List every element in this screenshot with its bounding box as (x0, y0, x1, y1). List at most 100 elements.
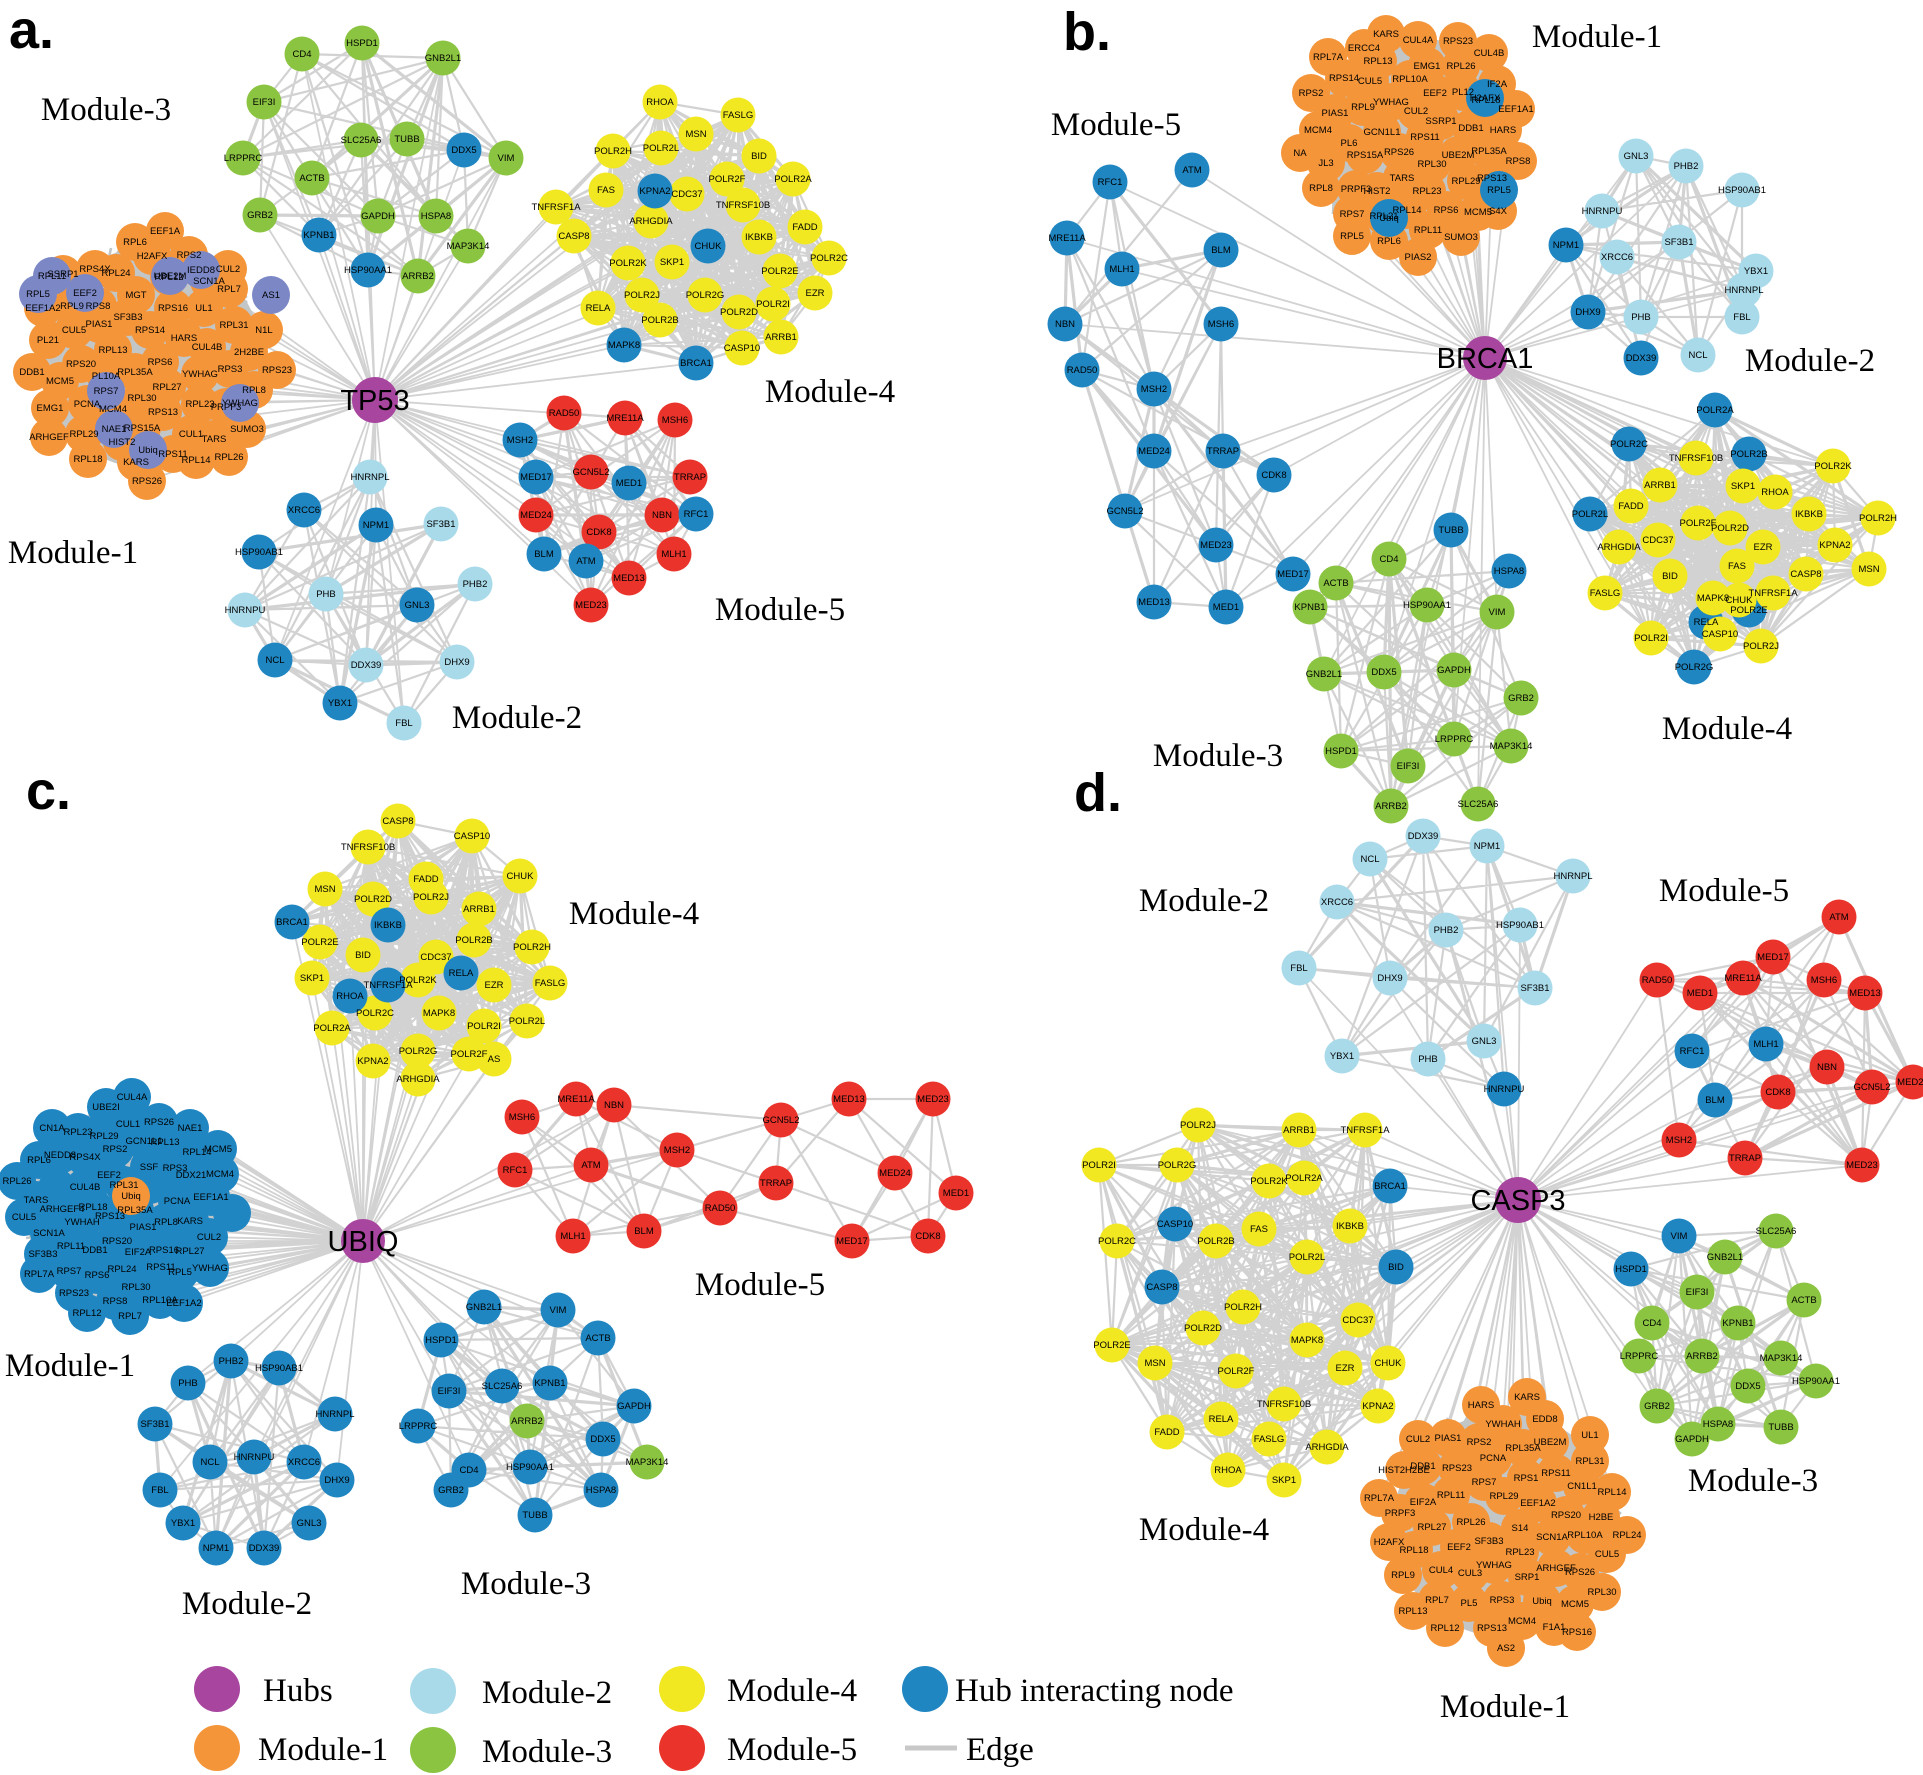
svg-text:CUL2: CUL2 (197, 1232, 221, 1243)
svg-text:MSH6: MSH6 (1811, 975, 1837, 986)
svg-text:FBL: FBL (395, 718, 412, 729)
svg-text:MSH2: MSH2 (507, 435, 533, 446)
svg-text:SLC25A6: SLC25A6 (1756, 1226, 1797, 1237)
svg-text:ARRB2: ARRB2 (402, 271, 434, 282)
svg-text:FADD: FADD (413, 874, 438, 885)
svg-text:XRCC6: XRCC6 (1601, 252, 1633, 263)
svg-text:CHUK: CHUK (507, 871, 535, 882)
svg-text:Module-5: Module-5 (1659, 873, 1789, 909)
svg-text:HSP90AB1: HSP90AB1 (235, 547, 283, 558)
svg-text:TP53: TP53 (340, 385, 409, 417)
svg-text:PIAS1: PIAS1 (130, 1222, 157, 1233)
svg-text:RPL23: RPL23 (185, 399, 214, 410)
svg-text:RPS6: RPS6 (148, 357, 173, 368)
svg-text:DDX5: DDX5 (1735, 1381, 1760, 1392)
svg-text:TARS: TARS (1390, 173, 1415, 184)
svg-text:RPL13: RPL13 (98, 345, 127, 356)
svg-text:MCM4: MCM4 (206, 1169, 234, 1180)
svg-text:CDC37: CDC37 (671, 189, 702, 200)
svg-text:YWHAG: YWHAG (182, 369, 218, 380)
svg-text:HSPA8: HSPA8 (1494, 566, 1524, 577)
svg-text:EEF1A2: EEF1A2 (25, 303, 60, 314)
svg-text:Module-1: Module-1 (1440, 1689, 1570, 1725)
svg-text:RPL13: RPL13 (1363, 56, 1392, 67)
svg-text:HSPD1: HSPD1 (425, 1335, 457, 1346)
svg-text:TNFRSF10B: TNFRSF10B (1257, 1399, 1311, 1410)
svg-text:EZR: EZR (1754, 542, 1773, 553)
svg-text:XRCC6: XRCC6 (288, 1457, 320, 1468)
svg-text:RPL26: RPL26 (2, 1176, 31, 1187)
svg-text:KPNA2: KPNA2 (1362, 1401, 1393, 1412)
svg-text:Module-4: Module-4 (765, 374, 895, 410)
svg-text:NCL: NCL (265, 655, 284, 666)
svg-text:RPS2: RPS2 (1299, 88, 1324, 99)
svg-text:RPL29: RPL29 (89, 1131, 118, 1142)
svg-text:MSH6: MSH6 (662, 415, 688, 426)
svg-text:YWHAG: YWHAG (1373, 97, 1409, 108)
svg-text:RPS11: RPS11 (1541, 1468, 1570, 1479)
svg-text:HSPD1: HSPD1 (346, 38, 378, 49)
svg-text:CASP8: CASP8 (558, 231, 589, 242)
svg-text:ATM: ATM (576, 556, 595, 567)
svg-text:TUBB: TUBB (1438, 525, 1463, 536)
svg-text:ACTB: ACTB (299, 173, 324, 184)
svg-text:PHB2: PHB2 (219, 1356, 244, 1367)
svg-text:PHB2: PHB2 (1434, 925, 1459, 936)
svg-text:RPS6: RPS6 (85, 1270, 110, 1281)
svg-text:RPL30: RPL30 (1417, 159, 1446, 170)
svg-text:MED1: MED1 (1687, 988, 1713, 999)
svg-text:Module-2: Module-2 (1139, 883, 1269, 919)
svg-text:AS: AS (488, 1054, 501, 1065)
svg-text:MSH2: MSH2 (1666, 1135, 1692, 1146)
svg-text:POLR2G: POLR2G (686, 290, 725, 301)
svg-text:RPL30: RPL30 (121, 1282, 150, 1293)
svg-text:KARS: KARS (1514, 1392, 1540, 1403)
svg-text:RPL26: RPL26 (1446, 61, 1475, 72)
svg-text:BLM: BLM (1705, 1095, 1725, 1106)
svg-text:RPL26: RPL26 (1456, 1517, 1485, 1528)
svg-text:DHX9: DHX9 (1377, 973, 1402, 984)
svg-text:RPL30: RPL30 (127, 393, 156, 404)
svg-text:SRP1: SRP1 (1515, 1572, 1540, 1583)
svg-text:DDX39: DDX39 (351, 660, 382, 671)
svg-text:RFC1: RFC1 (503, 1165, 528, 1176)
svg-text:RAD50: RAD50 (1642, 975, 1673, 986)
svg-text:GRB2: GRB2 (438, 1485, 464, 1496)
svg-text:TNFRSF10B: TNFRSF10B (1669, 453, 1723, 464)
svg-text:RPL35A: RPL35A (1471, 146, 1507, 157)
svg-text:F1A1: F1A1 (1543, 1622, 1566, 1633)
svg-text:CUL5: CUL5 (62, 325, 86, 336)
svg-text:RPS14: RPS14 (135, 325, 165, 336)
svg-text:RPS8: RPS8 (103, 1296, 128, 1307)
svg-text:MAPK8: MAPK8 (1291, 1335, 1323, 1346)
svg-text:LRPPRC: LRPPRC (1620, 1351, 1659, 1362)
svg-text:EIF2A: EIF2A (125, 1247, 152, 1258)
svg-text:CUL3: CUL3 (1458, 1568, 1482, 1579)
svg-text:MED17: MED17 (1757, 952, 1789, 963)
svg-text:MRE11A: MRE11A (557, 1094, 595, 1105)
svg-text:RPS20: RPS20 (66, 359, 96, 370)
svg-text:EIF3I: EIF3I (253, 97, 276, 108)
svg-text:KPNB1: KPNB1 (1722, 1318, 1753, 1329)
svg-text:CASP8: CASP8 (382, 816, 413, 827)
svg-text:RPL8: RPL8 (242, 385, 266, 396)
svg-text:DHX9: DHX9 (324, 1475, 349, 1486)
svg-text:Module-5: Module-5 (695, 1267, 825, 1303)
svg-text:CASP10: CASP10 (724, 343, 760, 354)
svg-text:CUL4A: CUL4A (1403, 35, 1434, 46)
svg-text:MAP3K14: MAP3K14 (1760, 1353, 1803, 1364)
svg-text:MAPK8: MAPK8 (608, 340, 640, 351)
svg-text:RPS26: RPS26 (1565, 1567, 1595, 1578)
svg-text:RPL18: RPL18 (1399, 1545, 1428, 1556)
svg-text:ARHGEF: ARHGEF (29, 432, 69, 443)
svg-text:MCM5: MCM5 (204, 1144, 232, 1155)
svg-text:CUL4A: CUL4A (117, 1092, 148, 1103)
svg-text:TARS: TARS (202, 434, 227, 445)
svg-text:RPS13: RPS13 (148, 407, 178, 418)
svg-text:CHUK: CHUK (1726, 595, 1754, 606)
svg-text:GAPDH: GAPDH (617, 1401, 651, 1412)
svg-text:CDC37: CDC37 (1642, 535, 1673, 546)
svg-text:ARRB2: ARRB2 (1686, 1351, 1718, 1362)
svg-text:CN1A: CN1A (39, 1123, 65, 1134)
svg-text:CUL2: CUL2 (1406, 1434, 1430, 1445)
